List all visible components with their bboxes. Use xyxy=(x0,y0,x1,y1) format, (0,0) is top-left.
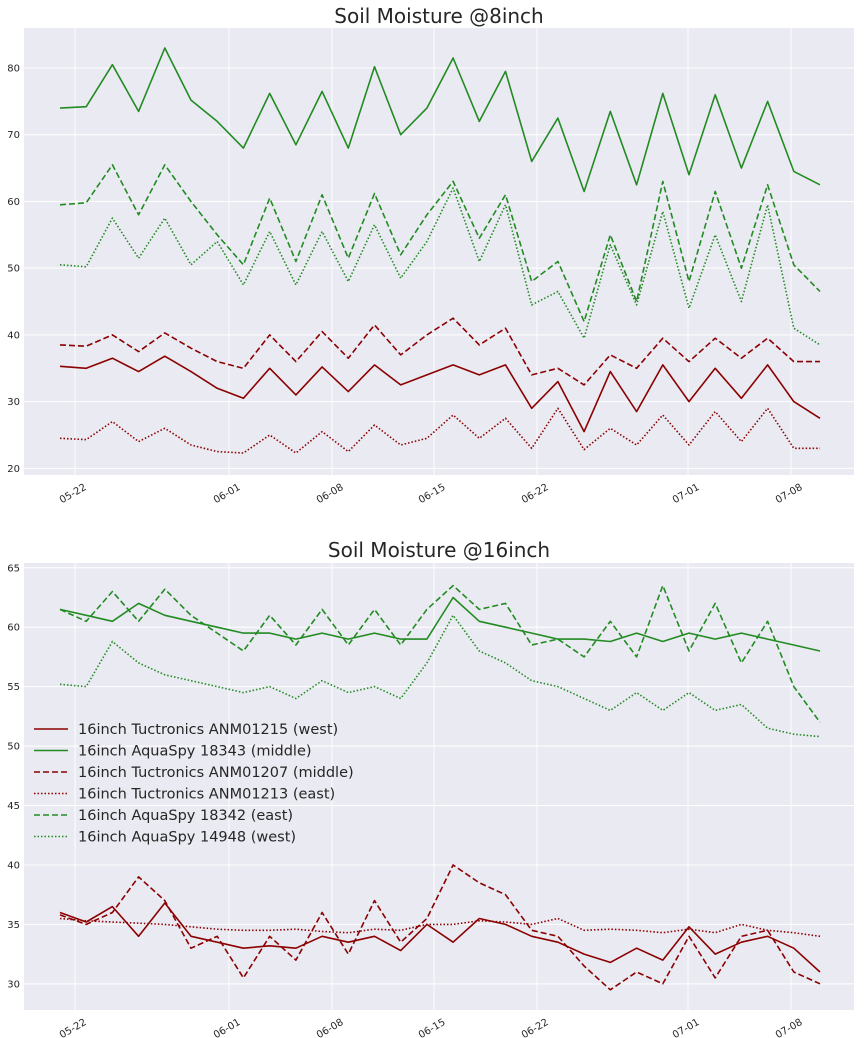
x-tick-label: 06-22 xyxy=(520,1017,551,1038)
series-line xyxy=(59,164,821,323)
y-tick-label: 60 xyxy=(7,197,20,208)
y-tick-label: 70 xyxy=(7,130,20,141)
x-tick-label: 05-22 xyxy=(58,1017,89,1038)
x-tick-label: 07-01 xyxy=(671,1017,702,1038)
x-tick-label: 07-08 xyxy=(774,482,805,506)
chart-2: Soil Moisture @16inch 30 35 40 45 50 55 60 65 05-… xyxy=(7,538,854,1038)
series-line xyxy=(59,187,821,346)
y-tick-label: 30 xyxy=(7,979,20,990)
legend-label: 16inch AquaSpy 18343 (middle) xyxy=(78,744,312,760)
y-tick-label: 60 xyxy=(7,623,20,634)
series-line xyxy=(59,902,821,973)
y-tick-label: 40 xyxy=(7,330,20,341)
chart-1: Soil Moisture @8inch 20 30 40 50 60 70 80 05-22 0… xyxy=(7,4,854,506)
y-tick-label: 35 xyxy=(7,920,20,931)
y-tick-label: 65 xyxy=(7,563,20,574)
legend-label: 16inch AquaSpy 14948 (west) xyxy=(78,830,296,846)
y-tick-label: 20 xyxy=(7,464,20,475)
series-line xyxy=(59,917,821,938)
x-tick-label: 06-08 xyxy=(315,482,346,506)
x-tick-label: 06-15 xyxy=(417,1017,448,1038)
chart-title: Soil Moisture @8inch xyxy=(334,4,543,28)
series-line xyxy=(59,584,821,723)
x-tick-label: 06-22 xyxy=(520,482,551,506)
x-tick-label: 07-01 xyxy=(671,482,702,506)
legend-label: 16inch Tuctronics ANM01213 (east) xyxy=(78,787,335,803)
x-tick-label: 07-08 xyxy=(774,1017,805,1038)
x-tick-label: 06-01 xyxy=(212,1017,243,1038)
y-tick-label: 30 xyxy=(7,397,20,408)
series-line xyxy=(59,864,821,991)
y-tick-label: 45 xyxy=(7,801,20,812)
x-tick-label: 06-15 xyxy=(417,482,448,506)
chart-title: Soil Moisture @16inch xyxy=(328,538,550,562)
x-tick-label: 05-22 xyxy=(58,482,89,506)
x-tick-label: 06-01 xyxy=(212,482,243,506)
y-tick-label: 50 xyxy=(7,264,20,275)
series-line xyxy=(59,317,820,386)
series-line xyxy=(59,596,821,652)
plot-area xyxy=(24,563,854,1010)
series-line xyxy=(59,407,820,454)
y-tick-label: 55 xyxy=(7,682,20,693)
y-tick-label: 80 xyxy=(7,64,20,75)
legend: 16inch Tuctronics ANM01215 (west) 16inch … xyxy=(34,722,354,846)
x-tick-label: 06-08 xyxy=(315,1017,346,1038)
legend-label: 16inch AquaSpy 18342 (east) xyxy=(78,808,293,824)
y-tick-label: 50 xyxy=(7,742,20,753)
y-tick-label: 40 xyxy=(7,860,20,871)
series-line xyxy=(59,47,821,193)
series-line xyxy=(59,355,821,433)
plot-area xyxy=(24,28,854,475)
legend-label: 16inch Tuctronics ANM01215 (west) xyxy=(78,722,338,738)
series-line xyxy=(59,614,821,738)
legend-label: 16inch Tuctronics ANM01207 (middle) xyxy=(78,765,354,781)
